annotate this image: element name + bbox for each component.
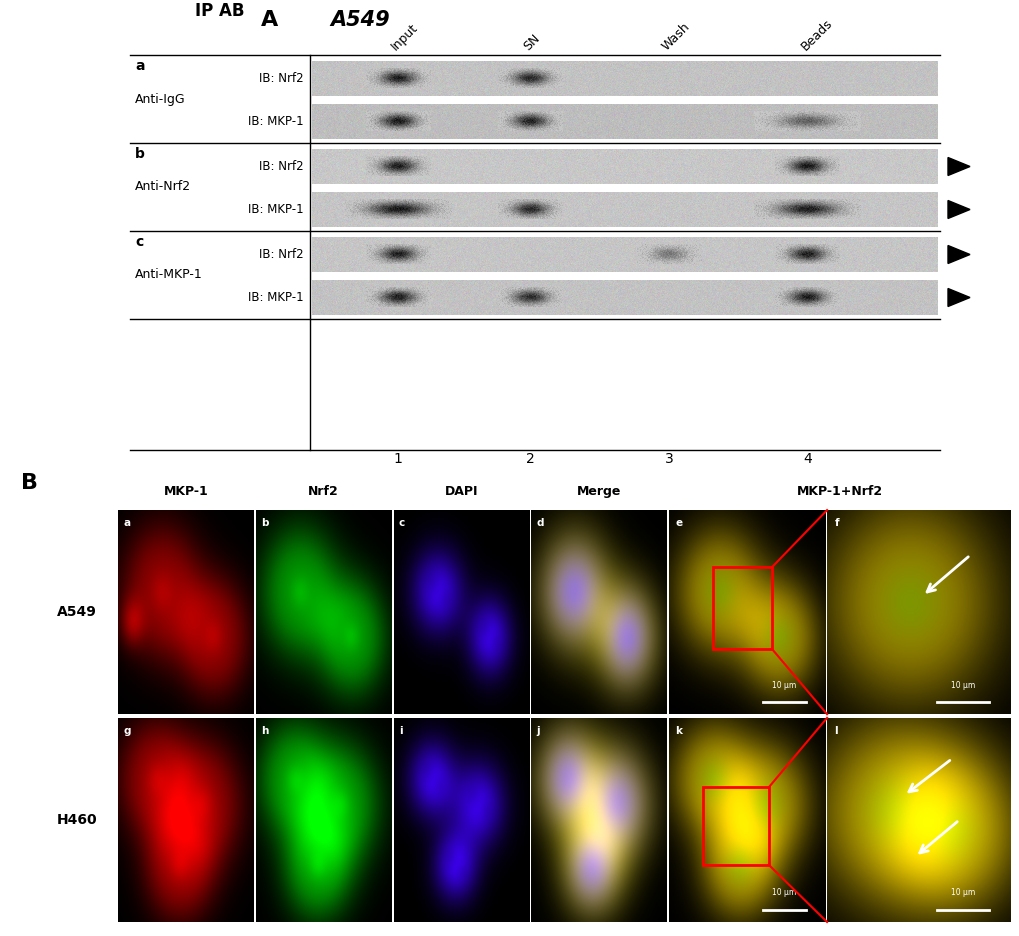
Text: 10 μm: 10 μm bbox=[771, 680, 796, 690]
Text: Beads: Beads bbox=[798, 17, 835, 53]
Text: IB: MKP-1: IB: MKP-1 bbox=[249, 203, 304, 216]
Text: 4: 4 bbox=[803, 452, 811, 466]
Text: 10 μm: 10 μm bbox=[771, 888, 796, 898]
Text: A549: A549 bbox=[57, 606, 97, 619]
Text: H460: H460 bbox=[56, 813, 97, 826]
Text: 10 μm: 10 μm bbox=[950, 888, 974, 898]
Text: Nrf2: Nrf2 bbox=[308, 485, 338, 498]
Text: A: A bbox=[261, 10, 278, 30]
Text: MKP-1+Nrf2: MKP-1+Nrf2 bbox=[796, 485, 882, 498]
Text: SN: SN bbox=[521, 32, 542, 53]
Text: IB: Nrf2: IB: Nrf2 bbox=[259, 72, 304, 85]
Bar bbox=[712, 567, 771, 649]
Text: Input: Input bbox=[388, 22, 421, 53]
Text: a: a bbox=[135, 59, 145, 73]
Text: Anti-MKP-1: Anti-MKP-1 bbox=[135, 269, 203, 282]
Text: A549: A549 bbox=[330, 10, 389, 30]
Text: DAPI: DAPI bbox=[444, 485, 478, 498]
Bar bbox=[702, 787, 768, 865]
Text: 3: 3 bbox=[664, 452, 673, 466]
Text: MKP-1: MKP-1 bbox=[164, 485, 208, 498]
Text: d: d bbox=[536, 519, 543, 528]
Text: c: c bbox=[398, 519, 405, 528]
Text: a: a bbox=[123, 519, 130, 528]
Text: IB: Nrf2: IB: Nrf2 bbox=[259, 160, 304, 173]
Text: j: j bbox=[536, 726, 540, 736]
Text: 2: 2 bbox=[526, 452, 534, 466]
Text: b: b bbox=[135, 147, 145, 161]
Text: l: l bbox=[834, 726, 838, 736]
Text: Anti-Nrf2: Anti-Nrf2 bbox=[135, 181, 191, 194]
Text: Merge: Merge bbox=[576, 485, 621, 498]
Text: f: f bbox=[834, 519, 839, 528]
Text: IB: MKP-1: IB: MKP-1 bbox=[249, 115, 304, 128]
Text: g: g bbox=[123, 726, 131, 736]
Polygon shape bbox=[947, 245, 969, 264]
Polygon shape bbox=[947, 288, 969, 306]
Text: B: B bbox=[20, 473, 38, 493]
Text: c: c bbox=[135, 235, 143, 249]
Polygon shape bbox=[947, 157, 969, 175]
Text: k: k bbox=[675, 726, 682, 736]
Text: Anti-IgG: Anti-IgG bbox=[135, 93, 185, 106]
Text: IB: Nrf2: IB: Nrf2 bbox=[259, 248, 304, 261]
Text: 1: 1 bbox=[393, 452, 403, 466]
Text: Wash: Wash bbox=[659, 20, 692, 53]
Text: i: i bbox=[398, 726, 403, 736]
Text: IP AB: IP AB bbox=[195, 2, 245, 20]
Text: b: b bbox=[261, 519, 269, 528]
Polygon shape bbox=[947, 200, 969, 218]
Text: IB: MKP-1: IB: MKP-1 bbox=[249, 291, 304, 304]
Text: h: h bbox=[261, 726, 268, 736]
Text: 10 μm: 10 μm bbox=[950, 680, 974, 690]
Text: e: e bbox=[675, 519, 682, 528]
